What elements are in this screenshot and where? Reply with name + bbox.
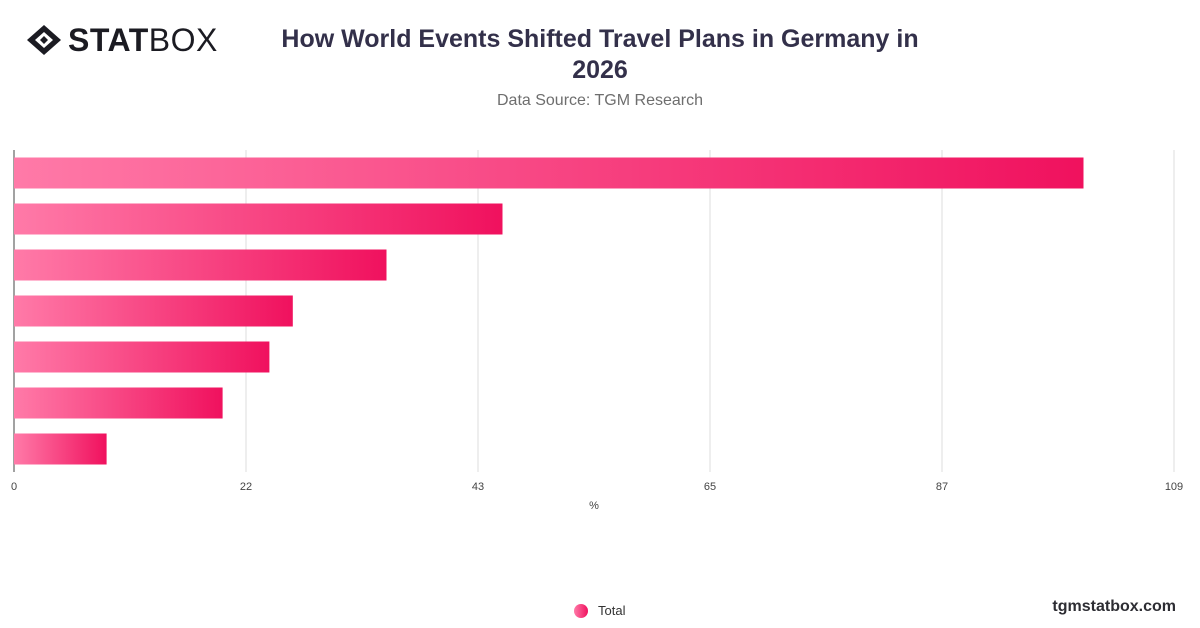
x-tick-label: 87 <box>936 481 948 493</box>
x-axis-label: % <box>589 500 599 512</box>
diamond-logo-icon <box>27 25 61 55</box>
bar[interactable] <box>14 433 107 465</box>
chart-title: How World Events Shifted Travel Plans in… <box>281 25 919 84</box>
bar[interactable] <box>14 249 387 281</box>
legend-marker-icon <box>574 603 588 618</box>
x-tick-label: 0 <box>11 481 17 493</box>
bar[interactable] <box>14 203 503 235</box>
footer-brand: tgmstatbox.com <box>1052 598 1176 615</box>
x-tick-label: 43 <box>472 481 484 493</box>
x-tick-label: 65 <box>704 481 716 493</box>
logo-wordmark: STATBOX <box>68 24 218 56</box>
bars <box>14 157 1084 465</box>
chart-subtitle: Data Source: TGM Research <box>496 92 703 109</box>
statbox-logo: STATBOX <box>26 24 218 56</box>
x-tick-labels: 0 22 43 65 87 109 <box>11 481 1183 493</box>
legend-label: Total <box>598 603 626 618</box>
logo-text-light: BOX <box>148 22 218 58</box>
x-tick-label: 22 <box>240 481 252 493</box>
bar[interactable] <box>14 387 223 419</box>
bar[interactable] <box>14 295 293 327</box>
bar[interactable] <box>14 341 270 373</box>
bar[interactable] <box>14 157 1084 189</box>
logo-text-bold: STAT <box>68 22 149 58</box>
legend[interactable]: Total <box>574 603 625 618</box>
x-tick-label: 109 <box>1165 481 1183 493</box>
